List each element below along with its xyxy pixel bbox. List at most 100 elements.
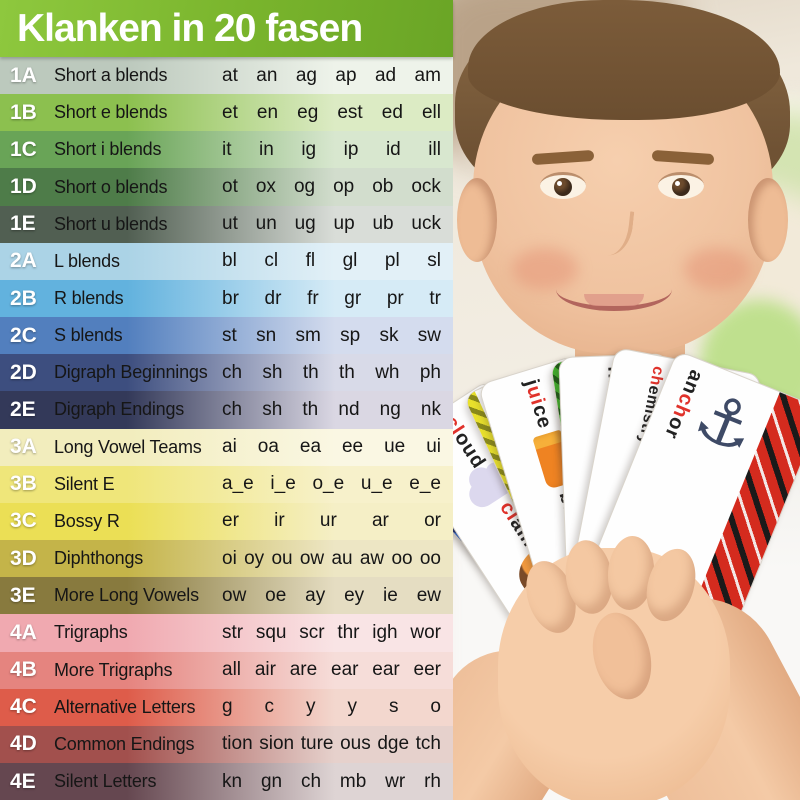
row-label: Digraph Beginnings <box>54 362 208 383</box>
phonics-value: oo <box>391 547 413 569</box>
phonics-table: 1A Short a blends at an ag ap ad am 1B Short e bl… <box>0 57 453 800</box>
row-label: Short u blends <box>54 213 168 234</box>
phonics-value: ell <box>421 101 441 123</box>
phonics-value: th <box>302 398 319 420</box>
phonics-value: ch <box>222 361 243 383</box>
phonics-value: u_e <box>360 473 393 495</box>
row-id: 4D <box>10 732 37 756</box>
row-values: bl cl fl gl pl sl <box>222 250 453 272</box>
table-row: 3D Diphthongs oi oy ou ow au aw oo oo <box>0 540 453 578</box>
phonics-value: sion <box>259 733 295 755</box>
row-label: L blends <box>54 250 120 271</box>
table-row: 4D Common Endings tion sion ture ous dge tch <box>0 725 453 763</box>
phonics-value: a_e <box>222 473 254 495</box>
row-label: Silent E <box>54 473 115 494</box>
phonics-value: ous <box>340 733 371 755</box>
phonics-value: oy <box>244 547 265 569</box>
phonics-value: ew <box>416 584 441 606</box>
phonics-value: dr <box>264 287 282 309</box>
phonics-value: ow <box>299 547 325 569</box>
row-id: 4C <box>10 695 37 719</box>
phonics-value: er <box>222 510 239 532</box>
boy-hair-fringe <box>468 0 780 120</box>
row-values: a_e i_e o_e u_e e_e <box>222 473 453 495</box>
row-id: 2D <box>10 360 37 384</box>
phonics-value: ill <box>428 138 441 160</box>
phonics-value: sm <box>295 324 321 346</box>
phonics-value: sh <box>262 361 283 383</box>
row-values: oi oy ou ow au aw oo oo <box>222 548 453 570</box>
row-id: 3E <box>10 583 36 607</box>
boy-ear-right <box>748 178 788 262</box>
phonics-value: ey <box>344 584 365 606</box>
row-label: Short o blends <box>54 176 168 197</box>
phonics-value: am <box>414 64 441 86</box>
phonics-value: up <box>333 213 355 235</box>
phonics-value: ee <box>341 436 364 458</box>
phonics-value: pr <box>386 287 404 309</box>
phonics-value: y <box>347 696 357 718</box>
phonics-value: ub <box>372 213 394 235</box>
phonics-value: or <box>424 510 441 532</box>
phonics-value: sn <box>256 324 277 346</box>
row-id: 3A <box>10 435 37 459</box>
row-id: 4A <box>10 620 37 644</box>
table-row: 1B Short e blends et en eg est ed ell <box>0 94 453 132</box>
phonics-value: sh <box>262 398 283 420</box>
page-title: Klanken in 20 fasen <box>17 6 363 50</box>
row-values: et en eg est ed ell <box>222 102 453 124</box>
table-row: 2B R blends br dr fr gr pr tr <box>0 279 453 318</box>
phonics-value: ui <box>426 436 441 458</box>
row-id: 2A <box>10 249 37 273</box>
phonics-value: ea <box>299 436 322 458</box>
row-label: Alternative Letters <box>54 696 196 717</box>
row-id: 2B <box>10 286 37 310</box>
phonics-value: are <box>289 659 318 681</box>
row-values: br dr fr gr pr tr <box>222 288 453 310</box>
phonics-value: str <box>222 621 244 643</box>
phonics-value: eer <box>413 659 441 681</box>
phonics-value: ch <box>222 398 243 420</box>
row-id: 1C <box>10 137 37 161</box>
phonics-value: ot <box>222 176 238 198</box>
phonics-value: sw <box>417 324 441 346</box>
phonics-value: gr <box>344 287 362 309</box>
phonics-value: est <box>337 101 363 123</box>
phonics-value: ob <box>372 176 394 198</box>
phonics-value: cl <box>264 250 279 272</box>
phonics-value: all <box>222 659 242 681</box>
phonics-value: sp <box>340 324 361 346</box>
phonics-value: mb <box>339 770 367 792</box>
phonics-value: ad <box>374 64 397 86</box>
phonics-value: nk <box>420 398 441 420</box>
row-label: Diphthongs <box>54 548 144 569</box>
table-row: 4C Alternative Letters g c y y s o <box>0 688 453 726</box>
row-label: Long Vowel Teams <box>54 436 202 457</box>
phonics-value: i_e <box>270 473 296 495</box>
table-row: 1E Short u blends ut un ug up ub uck <box>0 205 453 243</box>
row-values: it in ig ip id ill <box>222 139 453 161</box>
phonics-value: y <box>306 696 316 718</box>
phonics-value: tch <box>415 733 441 755</box>
table-row: 3A Long Vowel Teams ai oa ea ee ue ui <box>0 428 453 466</box>
phonics-value: oe <box>265 584 287 606</box>
phonics-value: en <box>256 101 279 123</box>
phonics-value: it <box>222 138 232 160</box>
row-id: 4B <box>10 658 37 682</box>
phonics-value: wor <box>410 621 441 643</box>
phonics-value: eg <box>297 101 319 123</box>
boy-smile <box>556 268 672 311</box>
row-label: More Long Vowels <box>54 585 199 606</box>
table-row: 3C Bossy R er ir ur ar or <box>0 502 453 541</box>
phonics-value: nd <box>338 398 360 420</box>
row-label: S blends <box>54 325 123 346</box>
row-id: 3C <box>10 509 37 533</box>
row-id: 1D <box>10 175 37 199</box>
row-values: ot ox og op ob ock <box>222 176 453 198</box>
row-values: kn gn ch mb wr rh <box>222 771 453 793</box>
row-values: all air are ear ear eer <box>222 659 453 681</box>
phonics-value: th <box>339 361 355 383</box>
row-values: tion sion ture ous dge tch <box>222 733 453 755</box>
row-id: 1A <box>10 63 37 87</box>
